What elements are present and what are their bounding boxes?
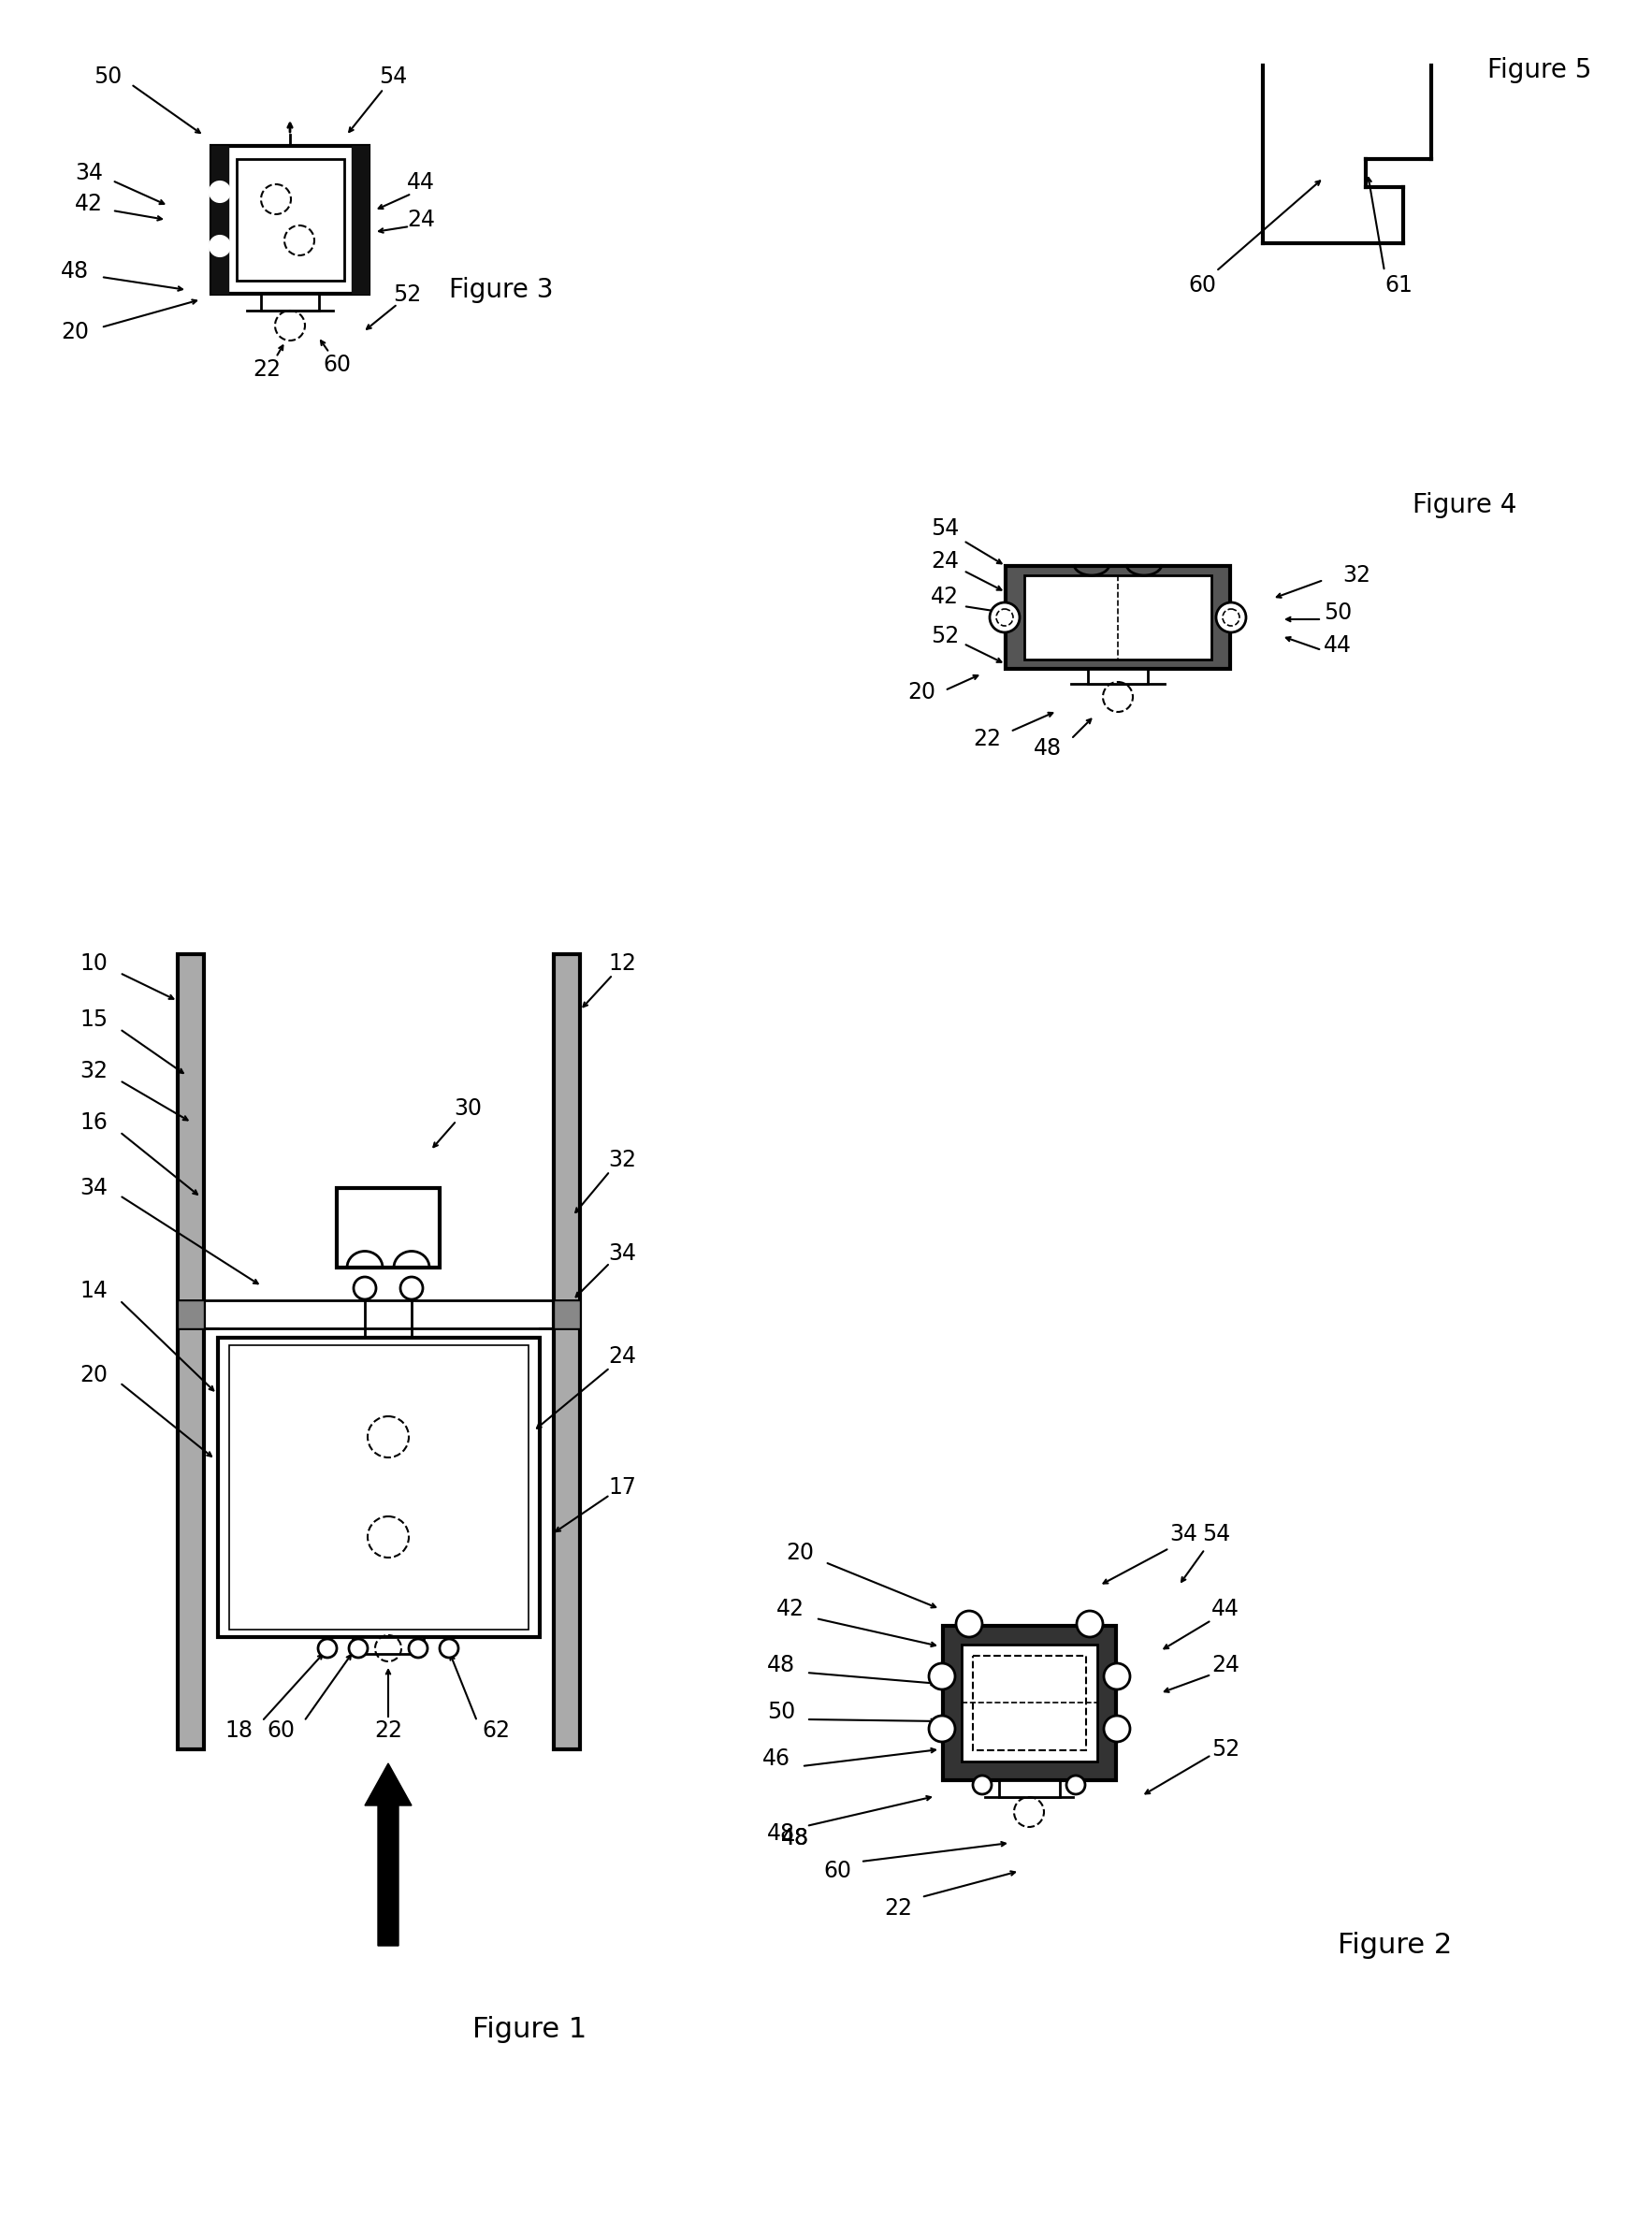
Text: 48: 48 xyxy=(781,1828,809,1850)
Circle shape xyxy=(990,603,1019,632)
Circle shape xyxy=(210,235,230,257)
Circle shape xyxy=(354,1278,377,1300)
Text: 48: 48 xyxy=(781,1828,809,1850)
Bar xyxy=(1089,670,1148,683)
FancyArrow shape xyxy=(365,1763,411,1945)
Text: 20: 20 xyxy=(79,1364,107,1386)
Text: 50: 50 xyxy=(94,67,122,89)
Text: 18: 18 xyxy=(225,1719,253,1741)
Text: 48: 48 xyxy=(767,1823,795,1845)
Text: 54: 54 xyxy=(1203,1524,1231,1546)
Circle shape xyxy=(400,1278,423,1300)
Circle shape xyxy=(1104,1664,1130,1690)
Text: 20: 20 xyxy=(786,1542,814,1564)
Text: 34: 34 xyxy=(608,1242,636,1264)
Text: 17: 17 xyxy=(608,1477,636,1499)
Text: 54: 54 xyxy=(930,517,958,539)
Text: 44: 44 xyxy=(1211,1597,1239,1619)
Bar xyxy=(211,146,228,293)
Circle shape xyxy=(210,182,230,202)
Text: Figure 3: Figure 3 xyxy=(449,277,553,304)
Text: 44: 44 xyxy=(406,171,434,193)
Text: 60: 60 xyxy=(823,1859,851,1883)
Bar xyxy=(943,1626,1117,1781)
Text: 50: 50 xyxy=(767,1701,795,1723)
Text: Figure 2: Figure 2 xyxy=(1338,1932,1452,1958)
Text: 22: 22 xyxy=(253,359,281,381)
Text: 15: 15 xyxy=(79,1009,107,1031)
Text: 24: 24 xyxy=(930,550,958,572)
Text: 48: 48 xyxy=(767,1655,795,1677)
Bar xyxy=(999,1781,1061,1797)
Text: 48: 48 xyxy=(1034,736,1062,759)
Text: 22: 22 xyxy=(375,1719,401,1741)
Bar xyxy=(261,293,319,311)
Text: 42: 42 xyxy=(930,586,958,608)
Text: Figure 1: Figure 1 xyxy=(472,2016,586,2043)
Bar xyxy=(553,954,580,1750)
Text: 50: 50 xyxy=(1323,601,1351,623)
Text: 61: 61 xyxy=(1384,275,1412,297)
Text: 10: 10 xyxy=(79,952,107,974)
Bar xyxy=(352,1637,425,1655)
Text: 14: 14 xyxy=(79,1280,107,1302)
Text: 42: 42 xyxy=(74,193,102,215)
Circle shape xyxy=(973,1777,991,1794)
Text: 60: 60 xyxy=(1188,275,1216,297)
Text: 24: 24 xyxy=(406,208,434,231)
Text: 32: 32 xyxy=(79,1060,107,1082)
Bar xyxy=(553,1300,580,1329)
Text: 32: 32 xyxy=(1343,563,1371,586)
Text: 22: 22 xyxy=(973,728,1001,750)
Circle shape xyxy=(408,1639,428,1657)
Text: 34: 34 xyxy=(79,1178,107,1200)
Circle shape xyxy=(439,1639,458,1657)
Bar xyxy=(1024,574,1211,659)
Circle shape xyxy=(1077,1610,1104,1637)
Circle shape xyxy=(957,1610,983,1637)
Text: 44: 44 xyxy=(1323,634,1351,657)
Circle shape xyxy=(928,1717,955,1741)
Text: 30: 30 xyxy=(454,1098,482,1120)
Circle shape xyxy=(349,1639,368,1657)
Text: 12: 12 xyxy=(608,952,636,974)
Text: Figure 4: Figure 4 xyxy=(1412,492,1517,519)
Bar xyxy=(178,1300,203,1329)
Bar xyxy=(236,160,344,282)
Text: 42: 42 xyxy=(776,1597,805,1619)
Text: 62: 62 xyxy=(482,1719,510,1741)
Bar xyxy=(973,1657,1085,1750)
Text: 32: 32 xyxy=(608,1149,636,1171)
Text: 52: 52 xyxy=(1211,1739,1239,1761)
Bar xyxy=(230,1344,529,1630)
Text: 48: 48 xyxy=(61,260,89,282)
Circle shape xyxy=(928,1664,955,1690)
Bar xyxy=(352,146,368,293)
Text: 34: 34 xyxy=(74,162,102,184)
Text: 46: 46 xyxy=(762,1748,790,1770)
Text: 22: 22 xyxy=(884,1896,912,1919)
Bar xyxy=(1006,566,1231,670)
Text: Figure 5: Figure 5 xyxy=(1487,58,1591,84)
Circle shape xyxy=(1216,603,1246,632)
Text: 20: 20 xyxy=(907,681,935,703)
Text: 24: 24 xyxy=(1211,1655,1239,1677)
Circle shape xyxy=(1104,1717,1130,1741)
Text: 34: 34 xyxy=(1170,1524,1198,1546)
Text: 24: 24 xyxy=(608,1344,636,1369)
Bar xyxy=(211,146,368,293)
Bar xyxy=(961,1644,1097,1761)
Text: 54: 54 xyxy=(378,67,406,89)
Bar xyxy=(337,1189,439,1266)
Text: 60: 60 xyxy=(322,353,350,377)
Text: 52: 52 xyxy=(930,625,958,648)
Text: 52: 52 xyxy=(393,284,421,306)
Circle shape xyxy=(1067,1777,1085,1794)
Text: 16: 16 xyxy=(79,1111,107,1133)
Text: 20: 20 xyxy=(61,322,89,344)
Text: 60: 60 xyxy=(266,1719,294,1741)
Bar xyxy=(218,1337,540,1637)
Circle shape xyxy=(319,1639,337,1657)
Bar xyxy=(178,954,203,1750)
